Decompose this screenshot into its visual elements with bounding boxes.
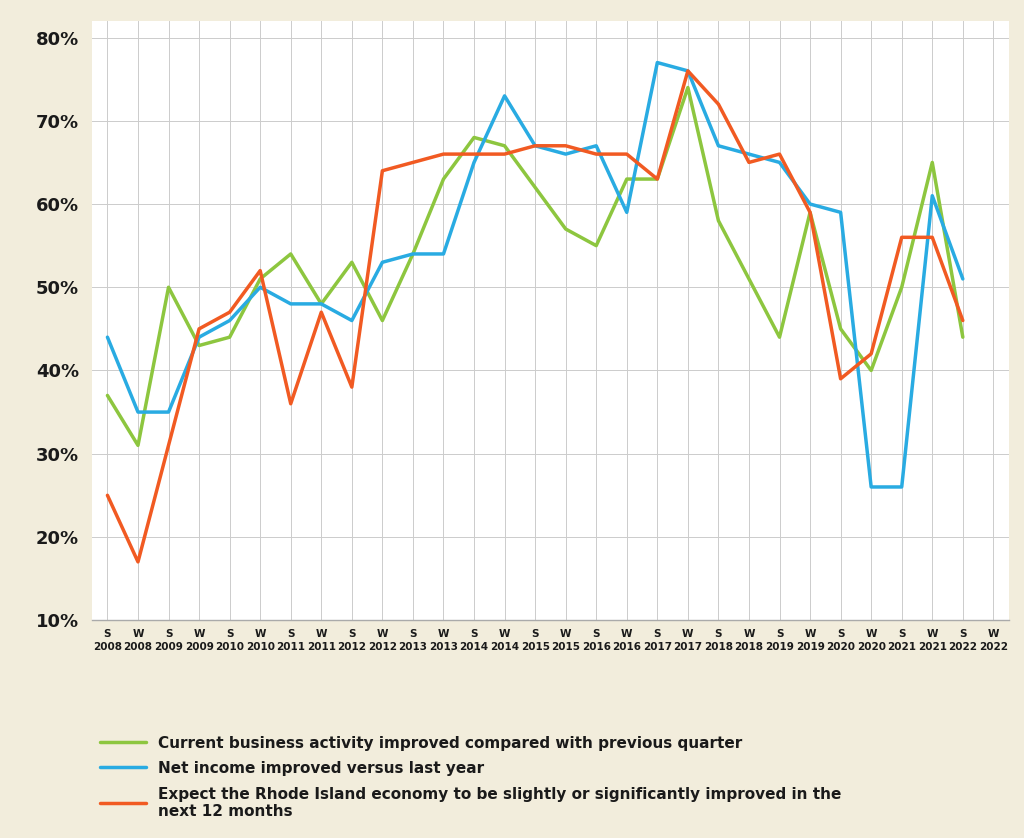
Net income improved versus last year bbox=[742, 149, 755, 159]
Current business activity improved compared with previous quarter bbox=[926, 158, 938, 168]
Current business activity improved compared with previous quarter bbox=[315, 299, 328, 309]
Net income improved versus last year bbox=[804, 199, 816, 209]
Line: Current business activity improved compared with previous quarter: Current business activity improved compa… bbox=[108, 87, 963, 445]
Current business activity improved compared with previous quarter bbox=[896, 282, 908, 292]
Current business activity improved compared with previous quarter bbox=[742, 274, 755, 284]
Current business activity improved compared with previous quarter bbox=[865, 365, 878, 375]
Net income improved versus last year bbox=[346, 316, 358, 326]
Net income improved versus last year bbox=[223, 316, 236, 326]
Current business activity improved compared with previous quarter bbox=[437, 174, 450, 184]
Current business activity improved compared with previous quarter bbox=[407, 249, 419, 259]
Expect the Rhode Island economy to be slightly or significantly improved in the
next 12 months bbox=[896, 232, 908, 242]
Expect the Rhode Island economy to be slightly or significantly improved in the
next 12 months bbox=[956, 316, 969, 326]
Current business activity improved compared with previous quarter bbox=[621, 174, 633, 184]
Current business activity improved compared with previous quarter bbox=[682, 82, 694, 92]
Net income improved versus last year bbox=[315, 299, 328, 309]
Net income improved versus last year bbox=[193, 332, 205, 342]
Expect the Rhode Island economy to be slightly or significantly improved in the
next 12 months bbox=[407, 158, 419, 168]
Expect the Rhode Island economy to be slightly or significantly improved in the
next 12 months bbox=[926, 232, 938, 242]
Net income improved versus last year bbox=[621, 207, 633, 217]
Legend: Current business activity improved compared with previous quarter, Net income im: Current business activity improved compa… bbox=[99, 736, 842, 820]
Expect the Rhode Island economy to be slightly or significantly improved in the
next 12 months bbox=[682, 66, 694, 76]
Expect the Rhode Island economy to be slightly or significantly improved in the
next 12 months bbox=[835, 374, 847, 384]
Expect the Rhode Island economy to be slightly or significantly improved in the
next 12 months bbox=[193, 323, 205, 334]
Net income improved versus last year bbox=[285, 299, 297, 309]
Net income improved versus last year bbox=[865, 482, 878, 492]
Current business activity improved compared with previous quarter bbox=[163, 282, 175, 292]
Expect the Rhode Island economy to be slightly or significantly improved in the
next 12 months bbox=[315, 308, 328, 318]
Expect the Rhode Island economy to be slightly or significantly improved in the
next 12 months bbox=[346, 382, 358, 392]
Current business activity improved compared with previous quarter bbox=[285, 249, 297, 259]
Net income improved versus last year bbox=[437, 249, 450, 259]
Expect the Rhode Island economy to be slightly or significantly improved in the
next 12 months bbox=[254, 266, 266, 276]
Current business activity improved compared with previous quarter bbox=[835, 323, 847, 334]
Net income improved versus last year bbox=[713, 141, 725, 151]
Net income improved versus last year bbox=[835, 207, 847, 217]
Net income improved versus last year bbox=[590, 141, 602, 151]
Net income improved versus last year bbox=[773, 158, 785, 168]
Net income improved versus last year bbox=[956, 274, 969, 284]
Expect the Rhode Island economy to be slightly or significantly improved in the
next 12 months bbox=[529, 141, 542, 151]
Current business activity improved compared with previous quarter bbox=[529, 183, 542, 193]
Expect the Rhode Island economy to be slightly or significantly improved in the
next 12 months bbox=[376, 166, 388, 176]
Current business activity improved compared with previous quarter bbox=[651, 174, 664, 184]
Current business activity improved compared with previous quarter bbox=[193, 340, 205, 350]
Current business activity improved compared with previous quarter bbox=[804, 207, 816, 217]
Expect the Rhode Island economy to be slightly or significantly improved in the
next 12 months bbox=[742, 158, 755, 168]
Expect the Rhode Island economy to be slightly or significantly improved in the
next 12 months bbox=[804, 207, 816, 217]
Expect the Rhode Island economy to be slightly or significantly improved in the
next 12 months bbox=[651, 174, 664, 184]
Current business activity improved compared with previous quarter bbox=[376, 316, 388, 326]
Current business activity improved compared with previous quarter bbox=[713, 215, 725, 225]
Current business activity improved compared with previous quarter bbox=[132, 440, 144, 450]
Line: Net income improved versus last year: Net income improved versus last year bbox=[108, 63, 963, 487]
Expect the Rhode Island economy to be slightly or significantly improved in the
next 12 months bbox=[621, 149, 633, 159]
Net income improved versus last year bbox=[896, 482, 908, 492]
Line: Expect the Rhode Island economy to be slightly or significantly improved in the
next 12 months: Expect the Rhode Island economy to be sl… bbox=[108, 71, 963, 561]
Expect the Rhode Island economy to be slightly or significantly improved in the
next 12 months bbox=[865, 349, 878, 359]
Expect the Rhode Island economy to be slightly or significantly improved in the
next 12 months bbox=[101, 490, 114, 500]
Net income improved versus last year bbox=[529, 141, 542, 151]
Net income improved versus last year bbox=[163, 407, 175, 417]
Net income improved versus last year bbox=[132, 407, 144, 417]
Net income improved versus last year bbox=[682, 66, 694, 76]
Current business activity improved compared with previous quarter bbox=[254, 274, 266, 284]
Current business activity improved compared with previous quarter bbox=[101, 391, 114, 401]
Expect the Rhode Island economy to be slightly or significantly improved in the
next 12 months bbox=[590, 149, 602, 159]
Current business activity improved compared with previous quarter bbox=[590, 241, 602, 251]
Current business activity improved compared with previous quarter bbox=[559, 224, 571, 234]
Expect the Rhode Island economy to be slightly or significantly improved in the
next 12 months bbox=[437, 149, 450, 159]
Expect the Rhode Island economy to be slightly or significantly improved in the
next 12 months bbox=[132, 556, 144, 566]
Expect the Rhode Island economy to be slightly or significantly improved in the
next 12 months bbox=[713, 99, 725, 109]
Expect the Rhode Island economy to be slightly or significantly improved in the
next 12 months bbox=[223, 308, 236, 318]
Net income improved versus last year bbox=[101, 332, 114, 342]
Net income improved versus last year bbox=[468, 158, 480, 168]
Current business activity improved compared with previous quarter bbox=[468, 132, 480, 142]
Net income improved versus last year bbox=[376, 257, 388, 267]
Net income improved versus last year bbox=[499, 91, 511, 101]
Current business activity improved compared with previous quarter bbox=[223, 332, 236, 342]
Net income improved versus last year bbox=[407, 249, 419, 259]
Expect the Rhode Island economy to be slightly or significantly improved in the
next 12 months bbox=[559, 141, 571, 151]
Net income improved versus last year bbox=[926, 191, 938, 201]
Current business activity improved compared with previous quarter bbox=[499, 141, 511, 151]
Current business activity improved compared with previous quarter bbox=[956, 332, 969, 342]
Net income improved versus last year bbox=[559, 149, 571, 159]
Current business activity improved compared with previous quarter bbox=[773, 332, 785, 342]
Current business activity improved compared with previous quarter bbox=[346, 257, 358, 267]
Net income improved versus last year bbox=[254, 282, 266, 292]
Expect the Rhode Island economy to be slightly or significantly improved in the
next 12 months bbox=[285, 399, 297, 409]
Expect the Rhode Island economy to be slightly or significantly improved in the
next 12 months bbox=[773, 149, 785, 159]
Expect the Rhode Island economy to be slightly or significantly improved in the
next 12 months bbox=[499, 149, 511, 159]
Net income improved versus last year bbox=[651, 58, 664, 68]
Expect the Rhode Island economy to be slightly or significantly improved in the
next 12 months bbox=[468, 149, 480, 159]
